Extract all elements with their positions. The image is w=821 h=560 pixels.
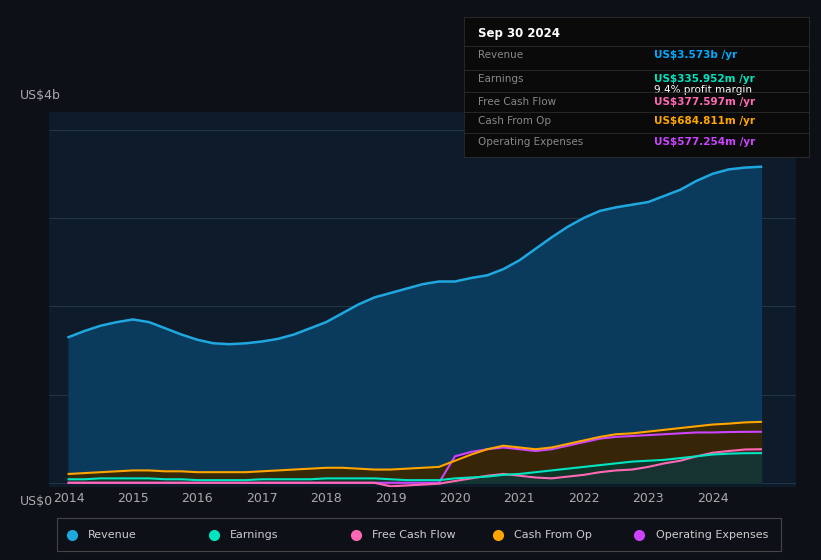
Text: US$3.573b /yr: US$3.573b /yr — [654, 50, 736, 60]
Text: 9.4% profit margin: 9.4% profit margin — [654, 86, 751, 95]
Text: Free Cash Flow: Free Cash Flow — [478, 97, 556, 106]
Text: Earnings: Earnings — [478, 74, 523, 84]
Text: US$684.811m /yr: US$684.811m /yr — [654, 116, 754, 126]
Text: Operating Expenses: Operating Expenses — [656, 530, 768, 540]
Text: US$377.597m /yr: US$377.597m /yr — [654, 97, 754, 106]
Text: US$4b: US$4b — [20, 90, 60, 102]
Text: Free Cash Flow: Free Cash Flow — [372, 530, 456, 540]
Text: Cash From Op: Cash From Op — [514, 530, 592, 540]
Text: US$577.254m /yr: US$577.254m /yr — [654, 137, 754, 147]
Text: Revenue: Revenue — [88, 530, 137, 540]
Text: Earnings: Earnings — [230, 530, 278, 540]
Text: Sep 30 2024: Sep 30 2024 — [478, 27, 560, 40]
Text: US$335.952m /yr: US$335.952m /yr — [654, 74, 754, 84]
Text: US$0: US$0 — [20, 494, 53, 508]
Text: Revenue: Revenue — [478, 50, 523, 60]
Text: Cash From Op: Cash From Op — [478, 116, 551, 126]
Text: Operating Expenses: Operating Expenses — [478, 137, 583, 147]
